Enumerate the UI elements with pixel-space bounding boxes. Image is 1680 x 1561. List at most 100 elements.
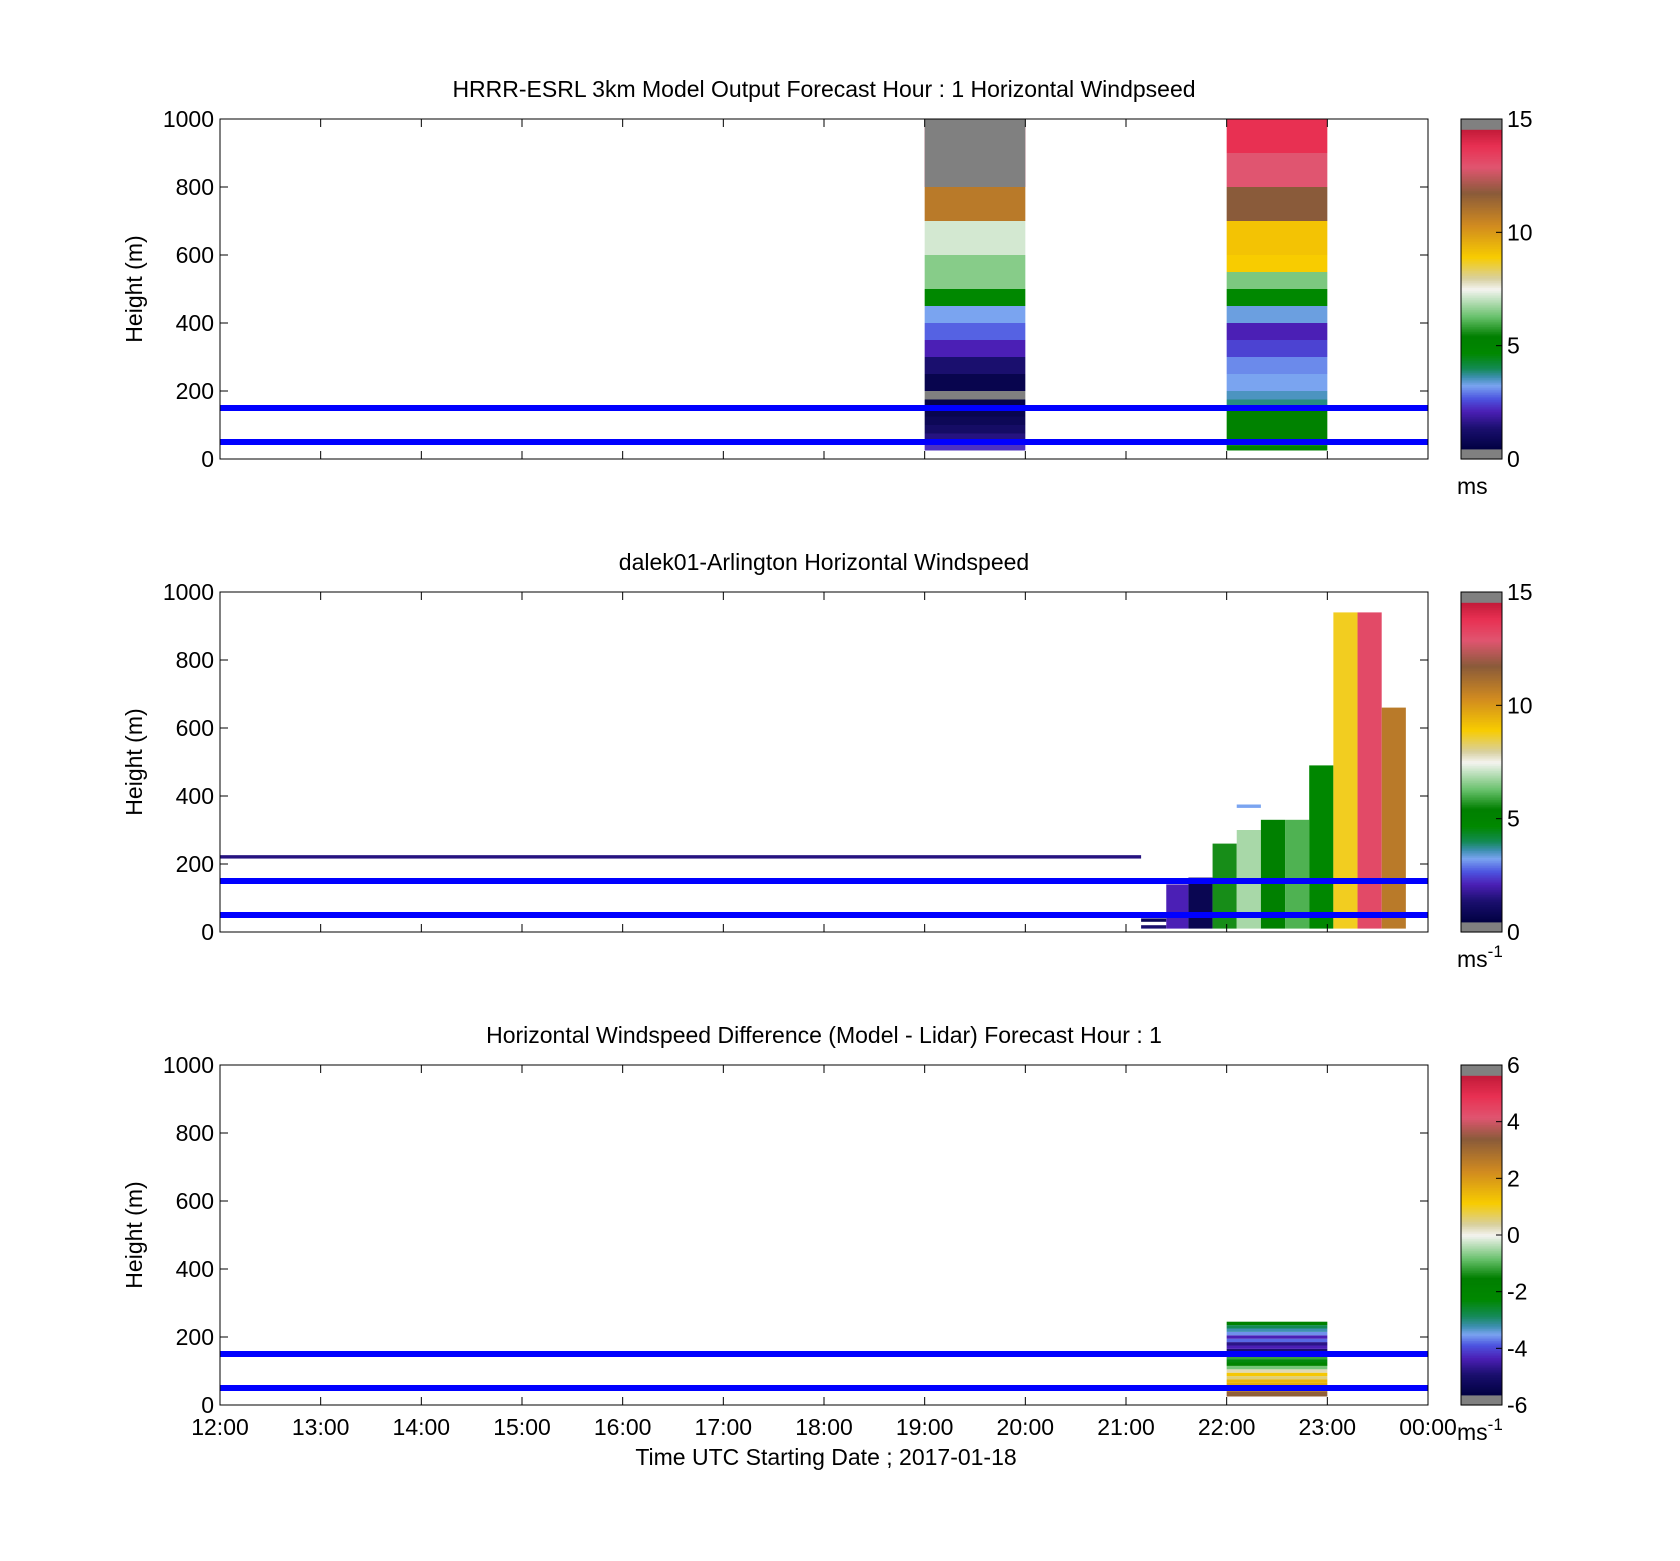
colorbar-segment <box>1461 670 1502 673</box>
x-tick-label: 12:00 <box>191 1414 249 1440</box>
y-tick-label: 1000 <box>163 106 214 132</box>
colorbar-segment <box>1461 1189 1502 1192</box>
colorbar-segment <box>1461 1144 1502 1148</box>
colorbar-segment <box>1461 1073 1502 1076</box>
heatmap-cell <box>924 289 1026 306</box>
colorbar-tick-label: -4 <box>1507 1335 1528 1361</box>
colorbar-segment <box>1461 231 1502 234</box>
colorbar-segment <box>1461 385 1502 389</box>
colorbar-segment <box>1461 309 1502 312</box>
colorbar-segment <box>1461 631 1502 634</box>
heatmap-cell <box>1226 357 1328 374</box>
colorbar-segment <box>1461 831 1502 834</box>
colorbar-segment <box>1461 904 1502 908</box>
colorbar-segment <box>1461 214 1502 217</box>
heatmap-cell <box>924 391 1026 400</box>
colorbar-segment <box>1461 455 1502 458</box>
colorbar-segment <box>1461 663 1502 666</box>
colorbar-segment <box>1461 806 1502 809</box>
colorbar-segment <box>1461 892 1502 896</box>
colorbar-segment <box>1461 164 1502 168</box>
colorbar-segment <box>1461 1306 1502 1309</box>
colorbar-segment <box>1461 1134 1502 1137</box>
heatmap-cell <box>1226 1359 1328 1363</box>
colorbar-segment <box>1461 755 1502 758</box>
colorbar-segment <box>1461 1093 1502 1097</box>
colorbar-segment <box>1461 593 1502 596</box>
colorbar-segment <box>1461 1202 1502 1205</box>
panel-title: Horizontal Windspeed Difference (Model -… <box>486 1022 1162 1048</box>
colorbar-segment <box>1461 685 1502 688</box>
colorbar-segment <box>1461 651 1502 654</box>
colorbar-segment <box>1461 722 1502 726</box>
colorbar-segment <box>1461 1110 1502 1114</box>
colorbar-segment <box>1461 307 1502 310</box>
colorbar-segment <box>1461 1241 1502 1245</box>
colorbar-segment <box>1461 770 1502 773</box>
colorbar-segment <box>1461 1374 1502 1377</box>
colorbar-segment <box>1461 1214 1502 1217</box>
colorbar-segment <box>1461 1308 1502 1311</box>
colorbar-segment <box>1461 448 1502 452</box>
colorbar-segment <box>1461 666 1502 670</box>
colorbar-segment <box>1461 1367 1502 1370</box>
colorbar-segment <box>1461 816 1502 819</box>
heatmap-cell <box>1226 1325 1328 1329</box>
colorbar-segment <box>1461 688 1502 692</box>
colorbar-segment <box>1461 891 1502 894</box>
colorbar-segment <box>1461 809 1502 812</box>
colorbar-segment <box>1461 341 1502 344</box>
colorbar-segment <box>1461 1379 1502 1382</box>
colorbar-segment <box>1461 1291 1502 1294</box>
colorbar-segment <box>1461 1122 1502 1126</box>
colorbar-segment <box>1461 1133 1502 1136</box>
panel-2: dalek01-Arlington Horizontal Windspeed 0 2… <box>121 549 1533 972</box>
colorbar-segment <box>1461 881 1502 884</box>
colorbar-segment <box>1461 457 1502 460</box>
colorbar-segment <box>1461 1279 1502 1282</box>
colorbar-segment <box>1461 1173 1502 1177</box>
colorbar-segment <box>1461 1393 1502 1396</box>
colorbar-segment <box>1461 889 1502 892</box>
colorbar-segment <box>1461 671 1502 675</box>
colorbar-segment <box>1461 920 1502 923</box>
colorbar-segment <box>1461 906 1502 909</box>
colorbar-segment <box>1461 394 1502 397</box>
colorbar-tick-label: 5 <box>1507 806 1520 832</box>
colorbar-tick-label: 6 <box>1507 1052 1520 1078</box>
colorbar-segment <box>1461 200 1502 203</box>
colorbar-segment <box>1461 719 1502 722</box>
colorbar-segment <box>1461 738 1502 741</box>
colorbar-segment <box>1461 787 1502 790</box>
colorbar-unit-label: ms <box>1457 473 1488 499</box>
colorbar-segment <box>1461 353 1502 356</box>
colorbar-segment <box>1461 204 1502 207</box>
colorbar-segment <box>1461 661 1502 664</box>
colorbar-segment <box>1461 909 1502 913</box>
colorbar-segment <box>1461 1348 1502 1352</box>
colorbar-segment <box>1461 423 1502 426</box>
colorbar-segment <box>1461 166 1502 169</box>
colorbar-segment <box>1461 1124 1502 1127</box>
colorbar-segment <box>1461 188 1502 191</box>
colorbar-segment <box>1461 1357 1502 1360</box>
colorbar-segment <box>1461 1182 1502 1185</box>
colorbar-segment <box>1461 792 1502 795</box>
colorbar-segment <box>1461 1252 1502 1255</box>
colorbar-segment <box>1461 1097 1502 1100</box>
colorbar-segment <box>1461 875 1502 879</box>
colorbar-tick-label: 10 <box>1507 692 1533 718</box>
colorbar-segment <box>1461 372 1502 375</box>
colorbar-segment <box>1461 1286 1502 1289</box>
colorbar-segment <box>1461 1167 1502 1170</box>
colorbar-segment <box>1461 409 1502 412</box>
heatmap-cell <box>1226 1328 1328 1332</box>
heatmap-cell <box>924 425 1026 434</box>
colorbar-segment <box>1461 1141 1502 1144</box>
colorbar-segment <box>1461 1116 1502 1119</box>
colorbar-segment <box>1461 419 1502 423</box>
colorbar-segment <box>1461 748 1502 751</box>
panel-title: HRRR-ESRL 3km Model Output Forecast Hour… <box>452 76 1195 102</box>
colorbar-segment <box>1461 1204 1502 1207</box>
